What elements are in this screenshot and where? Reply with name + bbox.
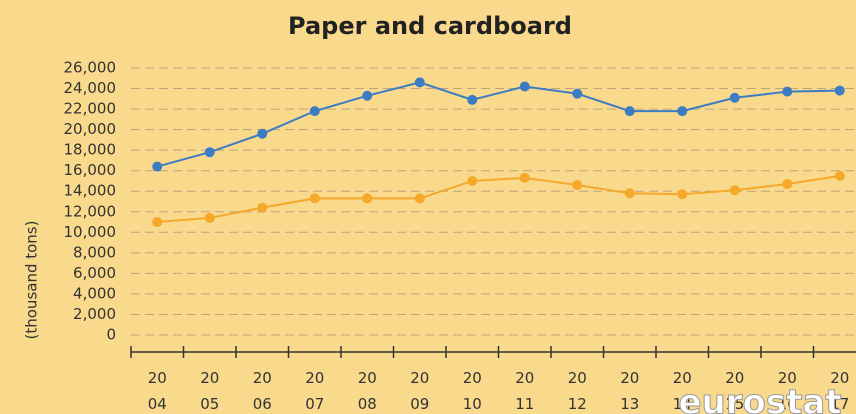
y-tick-label: 2,000: [73, 305, 116, 323]
logo: eurostat: [678, 383, 841, 414]
data-point: [257, 202, 268, 213]
data-point: [309, 193, 320, 204]
y-tick-label: 10,000: [64, 223, 117, 241]
data-point: [834, 85, 845, 96]
data-point: [152, 217, 163, 228]
chart-title: Paper and cardboard: [288, 12, 572, 40]
x-tick-label: 20 15: [725, 369, 744, 413]
series-line: [156, 81, 840, 168]
data-point: [414, 77, 425, 88]
data-point: [204, 147, 215, 158]
data-point: [152, 161, 163, 172]
data-point: [467, 175, 478, 186]
y-axis-label: (thousand tons): [23, 221, 41, 340]
y-tick-label: 22,000: [64, 100, 117, 118]
y-tick-label: 12,000: [64, 202, 117, 220]
data-point: [834, 170, 845, 181]
y-tick-label: 24,000: [64, 79, 117, 97]
data-point: [782, 179, 793, 190]
y-tick-label: 20,000: [64, 120, 117, 138]
data-point: [362, 90, 373, 101]
x-tick-label: 20 16: [778, 369, 797, 413]
x-tick-label: 20 13: [620, 369, 639, 413]
y-tick-label: 6,000: [73, 264, 116, 282]
y-tick-label: 8,000: [73, 243, 116, 261]
x-tick-label: 20 04: [148, 369, 167, 413]
y-tick-label: 16,000: [64, 161, 117, 179]
data-point: [729, 185, 740, 196]
y-tick-label: 18,000: [64, 141, 117, 159]
data-point: [624, 188, 635, 199]
data-point: [782, 86, 793, 97]
data-point: [572, 180, 583, 191]
data-point: [257, 128, 268, 139]
data-point: [624, 106, 635, 117]
x-tick-label: 20 10: [463, 369, 482, 413]
data-point: [677, 106, 688, 117]
data-point: [572, 88, 583, 99]
x-tick-label: 20 08: [358, 369, 377, 413]
y-tick-label: 0: [106, 326, 116, 344]
y-tick-label: 26,000: [64, 59, 117, 77]
data-point: [519, 81, 530, 92]
data-point: [467, 94, 478, 105]
data-point: [204, 212, 215, 223]
data-point: [677, 189, 688, 200]
data-point: [309, 106, 320, 117]
x-tick-label: 20 07: [305, 369, 324, 413]
x-tick-label: 20 05: [200, 369, 219, 413]
y-tick-label: 14,000: [64, 182, 117, 200]
x-tick-label: 20 11: [515, 369, 534, 413]
data-point: [729, 92, 740, 103]
data-point: [414, 193, 425, 204]
x-tick-label: 20 17: [830, 369, 849, 413]
data-point: [362, 193, 373, 204]
series-line: [157, 174, 840, 224]
x-tick-label: 20 06: [253, 369, 272, 413]
x-tick-label: 20 12: [568, 369, 587, 413]
data-point: [519, 172, 530, 183]
x-tick-label: 20 14: [673, 369, 692, 413]
x-tick-label: 20 09: [410, 369, 429, 413]
y-tick-label: 4,000: [73, 284, 116, 302]
